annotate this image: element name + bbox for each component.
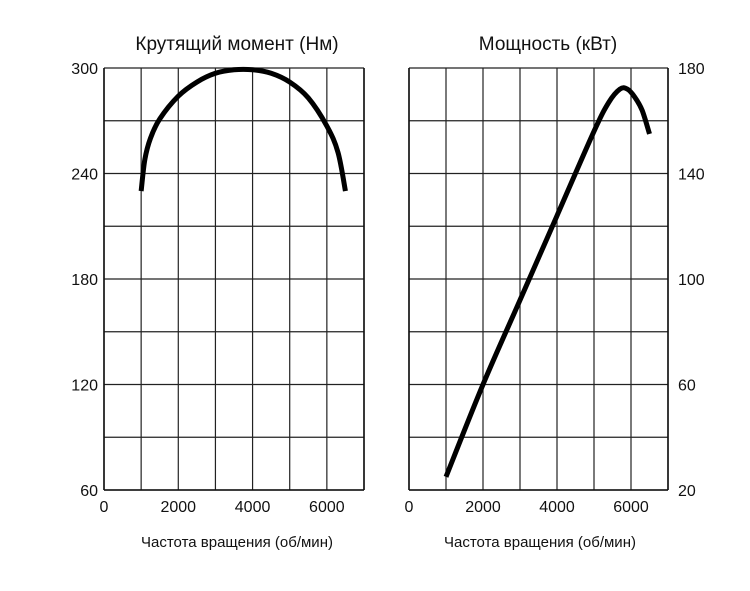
torque-x-tick-label: 4000 <box>235 499 271 516</box>
torque-y-tick-label: 300 <box>71 61 98 78</box>
power-x-axis-label: Частота вращения (об/мин) <box>444 534 636 551</box>
power-x-tick-label: 6000 <box>613 499 649 516</box>
torque-series-line <box>138 66 348 192</box>
torque-y-tick-label: 120 <box>71 378 98 395</box>
power-y-tick-label: 180 <box>678 61 705 78</box>
power-y-tick-label: 140 <box>678 167 705 184</box>
power-series-line <box>443 85 652 478</box>
torque-y-tick-label: 60 <box>80 483 98 500</box>
torque-title: Крутящий момент (Нм) <box>135 34 338 55</box>
power-y-tick-label: 100 <box>678 272 705 289</box>
torque-y-tick-label: 180 <box>71 272 98 289</box>
torque-x-tick-label: 6000 <box>309 499 345 516</box>
power-y-tick-label: 60 <box>678 378 696 395</box>
power-y-tick-label: 20 <box>678 483 696 500</box>
power-title: Мощность (кВт) <box>479 34 617 55</box>
torque-x-tick-label: 0 <box>100 499 109 516</box>
torque-x-tick-label: 2000 <box>160 499 196 516</box>
torque-x-axis-label: Частота вращения (об/мин) <box>141 534 333 551</box>
power-x-tick-label: 4000 <box>539 499 575 516</box>
power-x-tick-label: 0 <box>405 499 414 516</box>
torque-chart: Крутящий момент (Нм) 0 2000 4000 6000 60 120 18… <box>71 34 365 551</box>
power-x-tick-label: 2000 <box>465 499 501 516</box>
torque-y-tick-label: 240 <box>71 167 98 184</box>
power-chart: Мощность (кВт) 0 2000 4000 6000 20 60 100 140 180… <box>405 34 705 551</box>
